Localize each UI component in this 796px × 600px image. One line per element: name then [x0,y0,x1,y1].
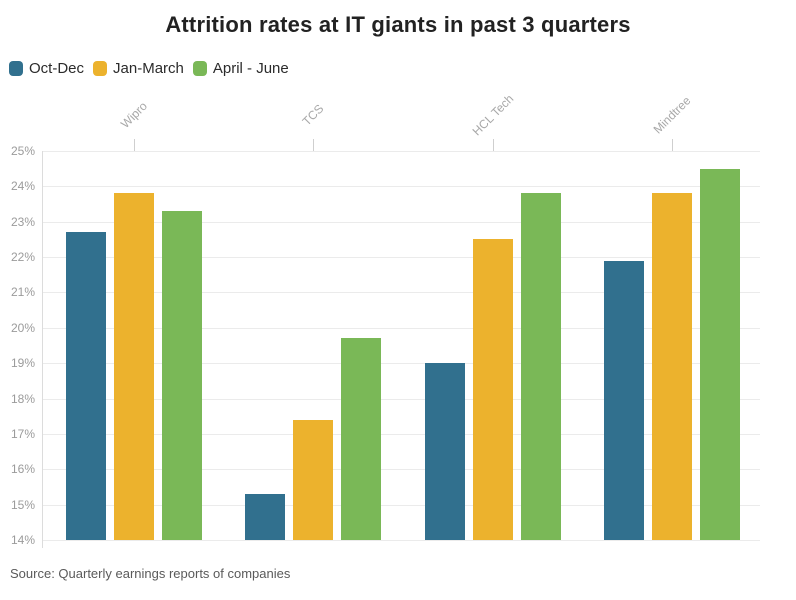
y-axis-tick-label: 22% [10,250,35,265]
gridline [42,257,760,259]
bar-wipro-jan-march [114,193,154,540]
gridline [42,221,760,223]
legend-label: Oct-Dec [29,60,85,77]
bar-tcs-jan-march [293,419,333,540]
gridline [42,398,760,400]
y-axis-tick-label: 24% [10,179,35,194]
y-axis-tick-label: 19% [10,356,35,371]
source-note: Source: Quarterly earnings reports of co… [10,566,291,581]
legend-item-april---june: April - June [192,60,289,77]
chart-title: Attrition rates at IT giants in past 3 q… [165,12,631,37]
gridline [42,504,760,506]
gridline [42,363,760,365]
legend-label: April - June [212,60,289,77]
gridline [42,292,760,294]
legend-label: Jan-March [113,60,184,77]
bar-hcl-tech-april---june [521,193,561,540]
category-tick [672,139,673,151]
bar-wipro-april---june [162,211,202,540]
legend: Oct-Dec Jan-March April - June [9,60,289,77]
category-tick [134,139,135,151]
bar-hcl-tech-jan-march [473,239,513,540]
y-axis-tick-label: 20% [10,320,35,335]
y-axis-line [42,151,43,548]
gridline [42,433,760,435]
bar-mindtree-oct-dec [604,260,644,540]
category-tick [493,139,494,151]
legend-swatch-icon [93,61,108,76]
legend-swatch-icon [192,61,207,76]
y-axis-tick-label: 18% [10,391,35,406]
gridline [42,186,760,188]
gridline [42,469,760,471]
legend-item-oct-dec: Oct-Dec [9,60,84,77]
y-axis-tick-label: 23% [10,214,35,229]
y-axis-tick-label: 25% [10,144,35,158]
bar-wipro-oct-dec [66,232,106,540]
gridline [42,327,760,329]
y-axis-tick-label: 21% [10,285,35,300]
y-axis-tick-label: 14% [10,533,35,547]
category-tick [313,139,314,151]
bar-hcl-tech-oct-dec [425,363,465,540]
bar-mindtree-jan-march [652,193,692,540]
y-axis-tick-label: 15% [10,497,35,512]
legend-swatch-icon [9,61,23,76]
bar-mindtree-april---june [700,168,740,540]
gridline [42,151,760,152]
y-axis-tick-label: 16% [10,462,35,477]
bar-tcs-april---june [341,338,381,540]
legend-item-jan-march: Jan-March [93,60,184,77]
gridline [42,540,760,541]
bar-tcs-oct-dec [245,494,285,540]
y-axis-tick-label: 17% [10,426,35,441]
